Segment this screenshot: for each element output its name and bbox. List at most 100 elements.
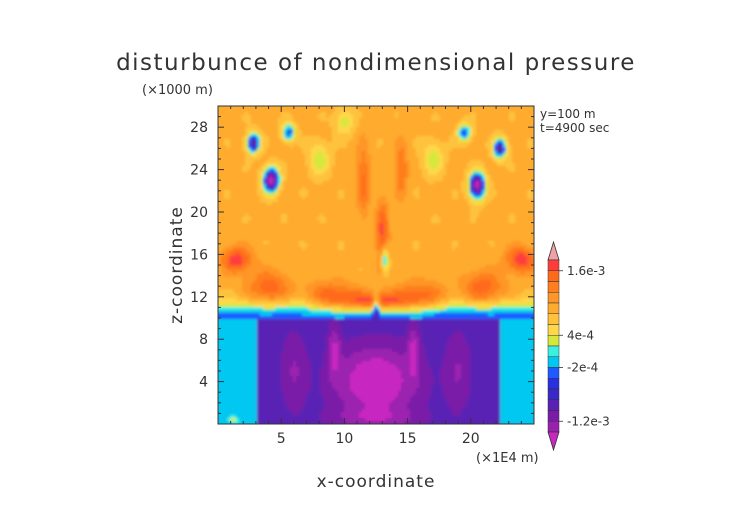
heatmap-cell bbox=[527, 142, 531, 146]
heatmap-cell bbox=[476, 115, 480, 119]
heatmap-cell bbox=[233, 199, 237, 203]
heatmap-cell bbox=[476, 235, 480, 239]
heatmap-cell bbox=[269, 196, 273, 200]
heatmap-cell bbox=[503, 232, 507, 236]
heatmap-cell bbox=[431, 184, 435, 188]
heatmap-cell bbox=[374, 169, 378, 173]
heatmap-cell bbox=[428, 229, 432, 233]
heatmap-cell bbox=[365, 214, 369, 218]
heatmap-cell bbox=[464, 187, 468, 191]
heatmap-cell bbox=[446, 181, 450, 185]
heatmap-cell bbox=[470, 196, 474, 200]
heatmap-cell bbox=[458, 133, 462, 137]
heatmap-cell bbox=[380, 172, 384, 176]
heatmap-cell bbox=[392, 136, 396, 140]
heatmap-cell bbox=[323, 211, 327, 215]
heatmap-cell bbox=[272, 154, 276, 158]
heatmap-cell bbox=[281, 208, 285, 212]
heatmap-cell bbox=[218, 172, 222, 176]
heatmap-cell bbox=[422, 199, 426, 203]
heatmap-cell bbox=[293, 139, 297, 143]
heatmap-cell bbox=[221, 133, 225, 137]
heatmap-cell bbox=[485, 178, 489, 182]
heatmap-cell bbox=[431, 157, 435, 161]
heatmap-cell bbox=[473, 121, 477, 125]
heatmap-cell bbox=[485, 106, 489, 110]
heatmap-cell bbox=[356, 229, 360, 233]
heatmap-cell bbox=[377, 238, 381, 242]
heatmap-cell bbox=[218, 199, 222, 203]
heatmap-cell bbox=[455, 208, 459, 212]
heatmap-cell bbox=[422, 217, 426, 221]
heatmap-cell bbox=[509, 115, 513, 119]
heatmap-cell bbox=[302, 226, 306, 230]
heatmap-cell bbox=[488, 124, 492, 128]
heatmap-cell bbox=[296, 202, 300, 206]
heatmap-cell bbox=[449, 205, 453, 209]
heatmap-cell bbox=[422, 157, 426, 161]
heatmap-cell bbox=[488, 229, 492, 233]
heatmap-cell bbox=[401, 223, 405, 227]
heatmap-cell bbox=[278, 184, 282, 188]
heatmap-cell bbox=[482, 205, 486, 209]
heatmap-cell bbox=[323, 157, 327, 161]
heatmap-cell bbox=[509, 223, 513, 227]
heatmap-cell bbox=[305, 142, 309, 146]
heatmap-cell bbox=[362, 217, 366, 221]
heatmap-cell bbox=[500, 154, 504, 158]
heatmap-cell bbox=[446, 118, 450, 122]
heatmap-cell bbox=[449, 235, 453, 239]
heatmap-cell bbox=[287, 163, 291, 167]
heatmap-cell bbox=[428, 232, 432, 236]
heatmap-cell bbox=[506, 133, 510, 137]
heatmap-cell bbox=[221, 169, 225, 173]
heatmap-cell bbox=[413, 199, 417, 203]
heatmap-cell bbox=[242, 169, 246, 173]
heatmap-cell bbox=[395, 154, 399, 158]
heatmap-cell bbox=[299, 181, 303, 185]
heatmap-cell bbox=[488, 106, 492, 110]
heatmap-cell bbox=[308, 175, 312, 179]
heatmap-cell bbox=[488, 148, 492, 152]
heatmap-cell bbox=[506, 139, 510, 143]
heatmap-cell bbox=[527, 217, 531, 221]
heatmap-cell bbox=[317, 133, 321, 137]
heatmap-cell bbox=[449, 115, 453, 119]
heatmap-cell bbox=[305, 112, 309, 116]
heatmap-cell bbox=[284, 121, 288, 125]
heatmap-cell bbox=[218, 202, 222, 206]
heatmap-cell bbox=[302, 175, 306, 179]
heatmap-cell bbox=[416, 202, 420, 206]
heatmap-cell bbox=[353, 184, 357, 188]
heatmap-cell bbox=[461, 157, 465, 161]
heatmap-cell bbox=[311, 214, 315, 218]
heatmap-cell bbox=[503, 211, 507, 215]
heatmap-cell bbox=[428, 136, 432, 140]
heatmap-cell bbox=[344, 190, 348, 194]
heatmap-cell bbox=[428, 139, 432, 143]
heatmap-cell bbox=[524, 214, 528, 218]
heatmap-cell bbox=[323, 199, 327, 203]
heatmap-cell bbox=[269, 142, 273, 146]
heatmap-cell bbox=[380, 190, 384, 194]
heatmap-cell bbox=[521, 223, 525, 227]
heatmap-cell bbox=[482, 127, 486, 131]
heatmap-cell bbox=[512, 160, 516, 164]
heatmap-cell bbox=[512, 166, 516, 170]
heatmap-cell bbox=[224, 217, 228, 221]
heatmap-cell bbox=[518, 217, 522, 221]
heatmap-cell bbox=[344, 142, 348, 146]
heatmap-cell bbox=[266, 139, 270, 143]
heatmap-cell bbox=[458, 139, 462, 143]
heatmap-cell bbox=[347, 226, 351, 230]
heatmap-cell bbox=[242, 205, 246, 209]
heatmap-cell bbox=[257, 241, 261, 245]
heatmap-cell bbox=[521, 115, 525, 119]
heatmap-cell bbox=[305, 172, 309, 176]
heatmap-cell bbox=[536, 166, 540, 170]
heatmap-cell bbox=[455, 199, 459, 203]
heatmap-cell bbox=[305, 217, 309, 221]
heatmap-cell bbox=[470, 232, 474, 236]
heatmap-cell bbox=[227, 106, 231, 110]
heatmap-cell bbox=[521, 238, 525, 242]
